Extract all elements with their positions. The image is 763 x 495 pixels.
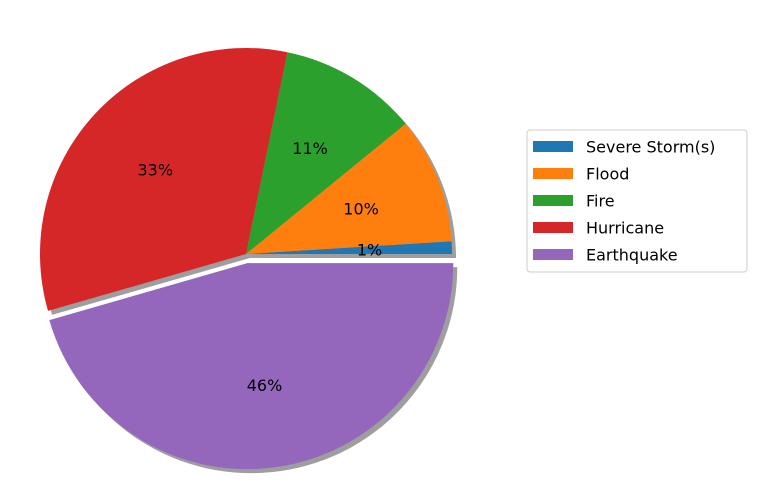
slice-label-hurricane: 33%: [137, 161, 173, 180]
legend: Severe Storm(s) Flood Fire Hurricane Earthqu…: [526, 129, 748, 273]
slice-flood: [246, 123, 452, 254]
legend-swatch-flood: [533, 168, 573, 179]
slice-labels: 1% 10% 11% 33% 46%: [137, 139, 382, 395]
legend-swatch-earthquake: [533, 249, 573, 260]
slice-label-flood: 10%: [343, 199, 379, 218]
legend-label-fire: Fire: [586, 192, 615, 211]
legend-swatch-fire: [533, 195, 573, 206]
pie-slices: [40, 48, 454, 470]
slice-earthquake: [49, 263, 454, 470]
legend-label-flood: Flood: [586, 165, 629, 184]
slice-label-fire: 11%: [292, 139, 328, 158]
legend-frame: [526, 129, 748, 273]
legend-swatch-severe-storm-s: [533, 141, 573, 152]
legend-label-earthquake: Earthquake: [586, 246, 678, 265]
legend-label-severe-storm-s: Severe Storm(s): [586, 138, 715, 157]
slice-label-earthquake: 46%: [247, 376, 283, 395]
slice-hurricane: [40, 48, 288, 311]
slice-severe-storm-s: [246, 241, 452, 254]
legend-swatch-hurricane: [533, 222, 573, 233]
legend-label-hurricane: Hurricane: [586, 219, 664, 238]
slice-fire: [246, 52, 406, 255]
slice-label-severe-storm-s: 1%: [357, 241, 382, 260]
